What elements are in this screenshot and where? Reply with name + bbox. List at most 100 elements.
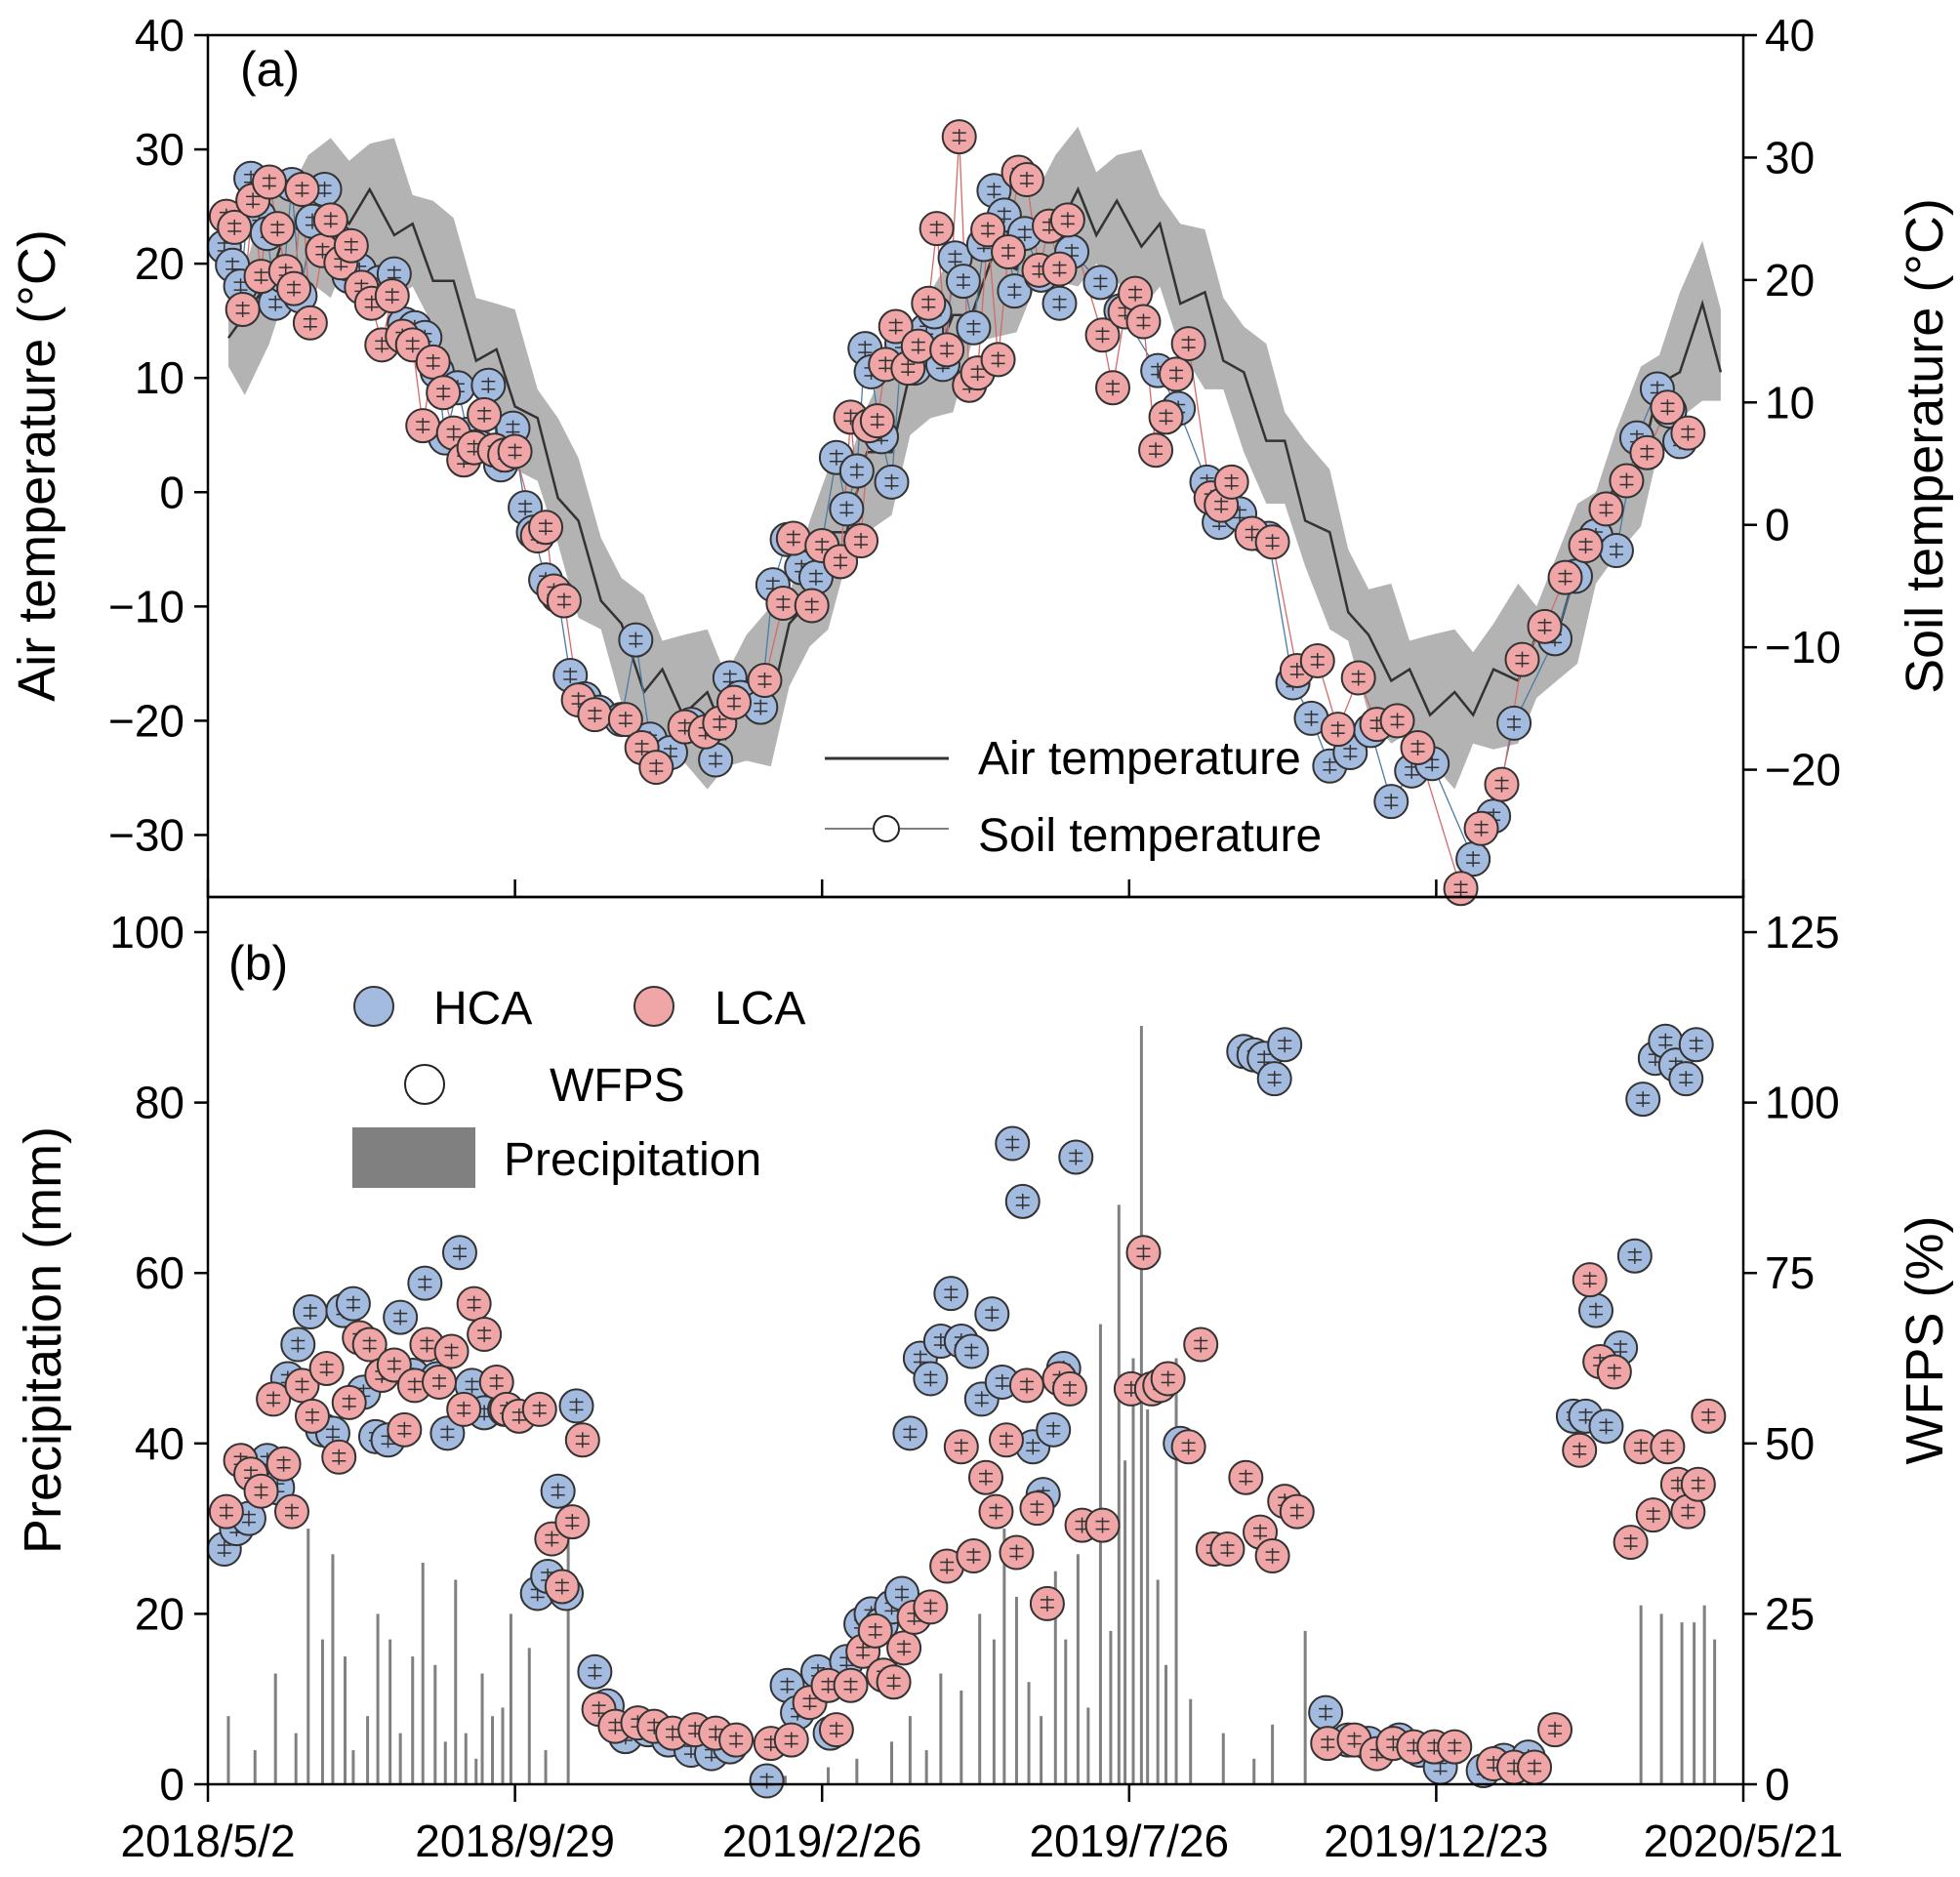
- wfps-point-lca: [1635, 1497, 1671, 1533]
- legend-lca-label: LCA: [715, 983, 805, 1035]
- soil-temperature-point-hca: [874, 464, 910, 500]
- wfps-point-lca: [351, 1326, 388, 1363]
- wfps-point-lca: [999, 1534, 1035, 1571]
- soil-temperature-point-lca: [843, 523, 879, 559]
- wfps-point-lca: [1517, 1749, 1553, 1785]
- wfps-point-hca: [1577, 1292, 1613, 1328]
- wfps-point-lca: [1150, 1361, 1186, 1397]
- precipitation-bar: [566, 1520, 570, 1784]
- wfps-point-lca: [265, 1446, 302, 1482]
- wfps-point-hca: [1256, 1061, 1292, 1097]
- soil-temperature-point-lca: [497, 433, 533, 469]
- wfps-point-lca: [208, 1493, 244, 1530]
- wfps-point-lca: [1596, 1354, 1632, 1390]
- panel-b-frame: [206, 895, 1745, 1786]
- precipitation-bar: [351, 1750, 355, 1784]
- wfps-point-lca: [929, 1548, 965, 1584]
- precipitation-bar: [1164, 1664, 1168, 1784]
- soil-temperature-point-lca: [794, 588, 830, 624]
- wfps-point-lca: [967, 1459, 1003, 1495]
- wfps-point-hca: [1678, 1027, 1714, 1063]
- precipitation-bar: [464, 1733, 468, 1784]
- wfps-point-lca: [294, 1398, 330, 1434]
- wfps-point-lca: [1691, 1398, 1727, 1434]
- wfps-point-lca: [886, 1630, 922, 1666]
- panel-b-label: (b): [228, 936, 288, 991]
- soil-temperature-point-lca: [1299, 642, 1335, 678]
- wfps-point-hca: [280, 1326, 316, 1363]
- wfps-point-lca: [943, 1429, 979, 1465]
- soil-temperature-point-lca: [1670, 415, 1706, 451]
- wfps-point-lca: [913, 1589, 949, 1625]
- precipitation-bar: [978, 1613, 982, 1784]
- wfps-point-hca: [335, 1285, 371, 1322]
- precipitation-bars: [226, 1026, 1717, 1784]
- precipitation-bar: [273, 1673, 277, 1784]
- wfps-point-hca: [577, 1653, 613, 1690]
- soil-temperature-point-lca: [546, 583, 582, 619]
- precipitation-bar: [939, 1673, 943, 1784]
- panel-a-right-ticks: −20 −10 0 10 20 30 40: [1743, 10, 1841, 796]
- precipitation-bar: [1303, 1630, 1307, 1784]
- wfps-point-lca: [256, 1381, 292, 1417]
- precipitation-bar: [1174, 1358, 1178, 1784]
- wfps-point-lca: [1613, 1525, 1649, 1561]
- soil-temperature-point-lca: [911, 285, 947, 321]
- soil-temperature-point-hca: [829, 491, 865, 527]
- soil-temperature-point-lca: [1379, 703, 1415, 739]
- wfps-point-hca: [749, 1763, 785, 1799]
- wfps-point-lca: [1209, 1531, 1245, 1568]
- panel-a-y-tick-label: −30: [108, 809, 184, 860]
- panel-a-y2-tick-label: −20: [1765, 745, 1841, 796]
- soil-temperature-point-lca: [292, 305, 328, 341]
- wfps-point-lca: [1019, 1490, 1055, 1527]
- wfps-point-lca: [544, 1569, 580, 1605]
- wfps-point-lca: [1051, 1370, 1087, 1407]
- panel-a-y-tick-label: 30: [135, 124, 184, 175]
- wfps-point-lca: [1650, 1429, 1686, 1465]
- precipitation-bar: [908, 1716, 912, 1784]
- soil-temperature-point-lca: [991, 234, 1027, 270]
- air-temperature-range-band: [228, 126, 1721, 790]
- panel-a-left-ticks: −30 −20 −10 0 10 20 30 40: [108, 10, 208, 860]
- legend-wfps-label: WFPS: [550, 1060, 685, 1112]
- precipitation-bar: [1659, 1613, 1663, 1784]
- precipitation-bar: [1040, 1716, 1043, 1784]
- panel-a: −30 −20 −10 0 10 20 30 40 −20 −10 0 10 20 30 40 (a) A…: [8, 10, 1954, 907]
- soil-temperature-point-lca: [1527, 608, 1563, 644]
- legend-precipitation-swatch: [352, 1127, 475, 1188]
- soil-temperature-point-hca: [997, 273, 1033, 309]
- soil-temperature-point-lca: [1041, 251, 1078, 287]
- wfps-point-lca: [876, 1664, 912, 1700]
- panel-a-y-tick-label: 40: [135, 10, 184, 61]
- soil-temperature-point-lca: [929, 332, 965, 368]
- wfps-point-hca: [292, 1294, 328, 1330]
- legend-soil-temperature-marker: [873, 815, 900, 842]
- soil-temperature-point-lca: [1320, 712, 1356, 748]
- wfps-point-lca: [273, 1493, 309, 1530]
- wfps-point-lca: [1680, 1466, 1716, 1502]
- x-tick-label: 2018/5/2: [120, 1816, 295, 1866]
- panel-b-y2-tick-label: 100: [1765, 1078, 1840, 1128]
- wfps-point-hca: [954, 1333, 990, 1369]
- legend-precipitation-label: Precipitation: [504, 1134, 761, 1186]
- precipitation-bar: [1713, 1639, 1717, 1784]
- soil-temperature-point-lca: [528, 510, 564, 546]
- air-temperature-band: [228, 126, 1721, 790]
- precipitation-bar: [1702, 1605, 1706, 1784]
- soil-temperature-point-lca: [1084, 317, 1121, 353]
- panel-b-y2-tick-label: 0: [1765, 1759, 1790, 1810]
- precipitation-bar: [1146, 1408, 1150, 1784]
- soil-temperature-point-lca: [1148, 399, 1184, 435]
- wfps-point-lca: [1084, 1507, 1121, 1543]
- soil-temperature-point-lca: [1650, 389, 1686, 426]
- wfps-point-hca: [1267, 1027, 1303, 1063]
- panel-b-y-axis-title: Precipitation (mm): [14, 1126, 72, 1554]
- soil-temperature-point-lca: [312, 202, 348, 238]
- precipitation-bar: [527, 1648, 531, 1784]
- soil-temperature-point-lca: [260, 211, 296, 247]
- soil-temperature-point-lca: [1463, 810, 1499, 846]
- precipitation-bar: [1639, 1605, 1643, 1784]
- wfps-point-lca: [1562, 1432, 1598, 1468]
